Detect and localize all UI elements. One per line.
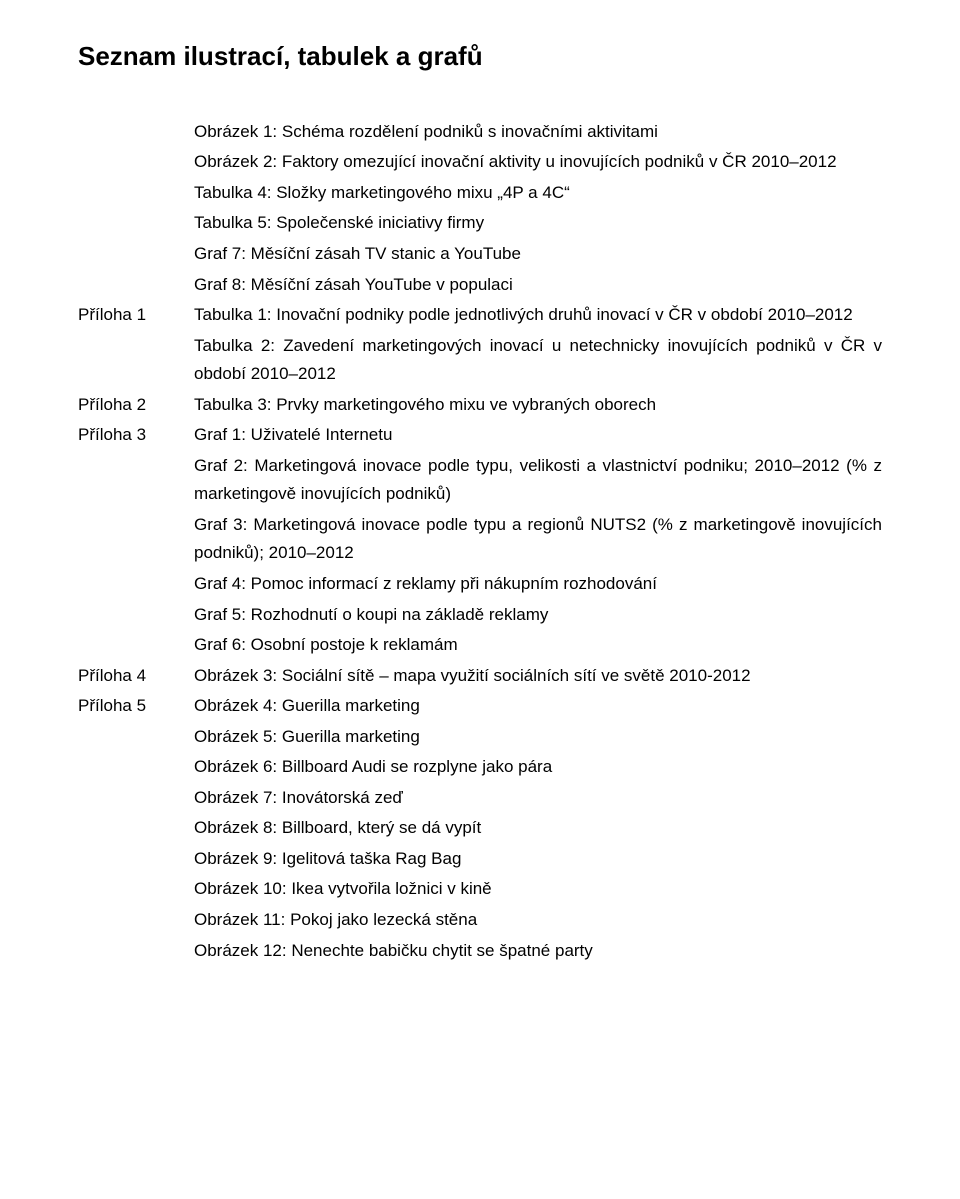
item-text: Graf 6: Osobní postoje k reklamám — [194, 631, 882, 660]
item-text: Graf 3: Marketingová inovace podle typu … — [194, 511, 882, 568]
item-text: Obrázek 6: Billboard Audi se rozplyne ja… — [194, 753, 882, 782]
item-text: Graf 5: Rozhodnutí o koupi na základě re… — [194, 601, 882, 630]
item-text: Obrázek 1: Schéma rozdělení podniků s in… — [194, 118, 882, 147]
list-item: Příloha 4Obrázek 3: Sociální sítě – mapa… — [78, 662, 882, 691]
item-text: Obrázek 3: Sociální sítě – mapa využití … — [194, 662, 882, 691]
item-text: Graf 7: Měsíční zásah TV stanic a YouTub… — [194, 240, 882, 269]
item-text: Obrázek 12: Nenechte babičku chytit se š… — [194, 937, 882, 966]
list-item: Graf 2: Marketingová inovace podle typu,… — [78, 452, 882, 509]
item-text: Graf 1: Uživatelé Internetu — [194, 421, 882, 450]
item-text: Obrázek 9: Igelitová taška Rag Bag — [194, 845, 882, 874]
list-item: Obrázek 7: Inovátorská zeď — [78, 784, 882, 813]
list-item: Graf 7: Měsíční zásah TV stanic a YouTub… — [78, 240, 882, 269]
list-item: Tabulka 2: Zavedení marketingových inova… — [78, 332, 882, 389]
document-page: Seznam ilustrací, tabulek a grafů Obráze… — [0, 0, 960, 1199]
item-text: Graf 8: Měsíční zásah YouTube v populaci — [194, 271, 882, 300]
list-item: Obrázek 6: Billboard Audi se rozplyne ja… — [78, 753, 882, 782]
item-text: Tabulka 3: Prvky marketingového mixu ve … — [194, 391, 882, 420]
list-item: Graf 4: Pomoc informací z reklamy při ná… — [78, 570, 882, 599]
appendix-label: Příloha 2 — [78, 391, 194, 420]
list-item: Graf 3: Marketingová inovace podle typu … — [78, 511, 882, 568]
item-text: Obrázek 7: Inovátorská zeď — [194, 784, 882, 813]
list-item: Obrázek 2: Faktory omezující inovační ak… — [78, 148, 882, 177]
list-item: Graf 6: Osobní postoje k reklamám — [78, 631, 882, 660]
list-item: Obrázek 11: Pokoj jako lezecká stěna — [78, 906, 882, 935]
item-text: Tabulka 1: Inovační podniky podle jednot… — [194, 301, 882, 330]
list-item: Obrázek 12: Nenechte babičku chytit se š… — [78, 937, 882, 966]
item-text: Obrázek 2: Faktory omezující inovační ak… — [194, 148, 882, 177]
item-text: Obrázek 8: Billboard, který se dá vypít — [194, 814, 882, 843]
item-text: Obrázek 5: Guerilla marketing — [194, 723, 882, 752]
appendix-label: Příloha 3 — [78, 421, 194, 450]
list-item: Příloha 3Graf 1: Uživatelé Internetu — [78, 421, 882, 450]
list-container: Obrázek 1: Schéma rozdělení podniků s in… — [78, 118, 882, 965]
appendix-label: Příloha 4 — [78, 662, 194, 691]
list-item: Obrázek 1: Schéma rozdělení podniků s in… — [78, 118, 882, 147]
list-item: Tabulka 4: Složky marketingového mixu „4… — [78, 179, 882, 208]
item-text: Graf 2: Marketingová inovace podle typu,… — [194, 452, 882, 509]
list-item: Graf 8: Měsíční zásah YouTube v populaci — [78, 271, 882, 300]
list-item: Příloha 2Tabulka 3: Prvky marketingového… — [78, 391, 882, 420]
list-item: Obrázek 5: Guerilla marketing — [78, 723, 882, 752]
item-text: Obrázek 10: Ikea vytvořila ložnici v kin… — [194, 875, 882, 904]
item-text: Obrázek 4: Guerilla marketing — [194, 692, 882, 721]
appendix-label: Příloha 1 — [78, 301, 194, 330]
list-item: Graf 5: Rozhodnutí o koupi na základě re… — [78, 601, 882, 630]
page-title: Seznam ilustrací, tabulek a grafů — [78, 40, 882, 74]
item-text: Tabulka 2: Zavedení marketingových inova… — [194, 332, 882, 389]
list-item: Obrázek 9: Igelitová taška Rag Bag — [78, 845, 882, 874]
list-item: Obrázek 8: Billboard, který se dá vypít — [78, 814, 882, 843]
item-text: Tabulka 4: Složky marketingového mixu „4… — [194, 179, 882, 208]
list-item: Tabulka 5: Společenské iniciativy firmy — [78, 209, 882, 238]
list-item: Příloha 1Tabulka 1: Inovační podniky pod… — [78, 301, 882, 330]
list-item: Příloha 5Obrázek 4: Guerilla marketing — [78, 692, 882, 721]
item-text: Graf 4: Pomoc informací z reklamy při ná… — [194, 570, 882, 599]
item-text: Obrázek 11: Pokoj jako lezecká stěna — [194, 906, 882, 935]
list-item: Obrázek 10: Ikea vytvořila ložnici v kin… — [78, 875, 882, 904]
appendix-label: Příloha 5 — [78, 692, 194, 721]
item-text: Tabulka 5: Společenské iniciativy firmy — [194, 209, 882, 238]
